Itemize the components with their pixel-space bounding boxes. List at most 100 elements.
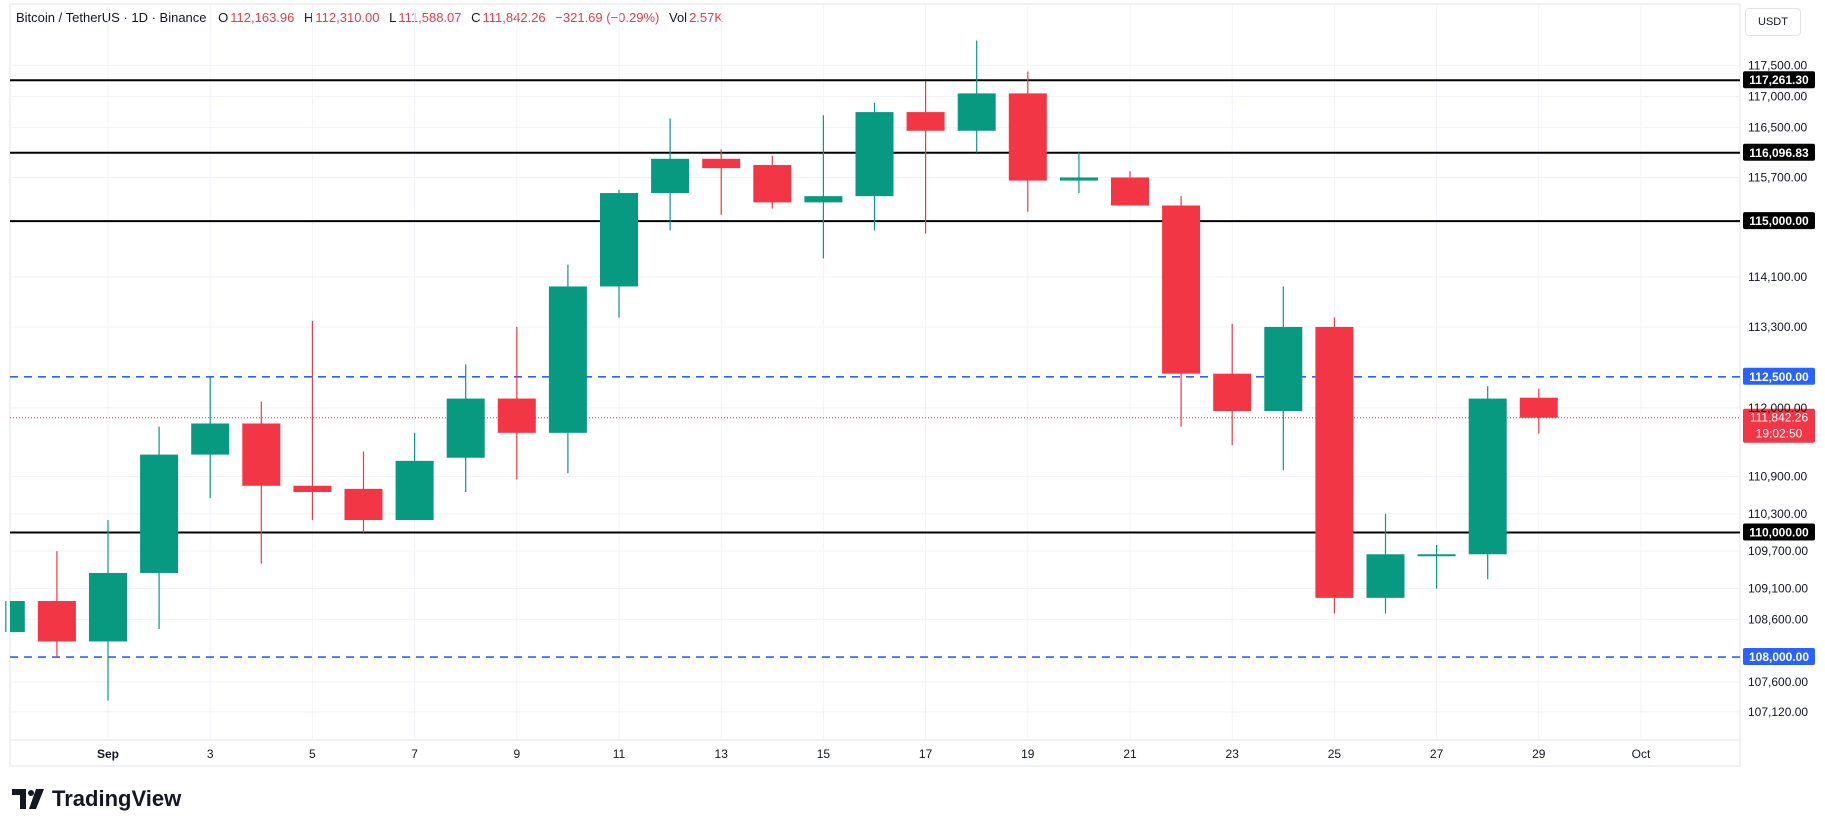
candle — [1519, 388, 1558, 434]
change-value: −321.69 (−0.29%) — [555, 10, 660, 25]
volume-value: 2.57K — [689, 10, 724, 25]
tradingview-logo[interactable]: TradingView — [12, 786, 181, 812]
candle — [1111, 171, 1149, 206]
candle — [446, 364, 485, 492]
candle — [957, 40, 996, 153]
candle-body — [293, 485, 332, 492]
price-line-label: 110,000.00 — [1749, 525, 1809, 539]
price-tick-label: 115,700.00 — [1748, 170, 1807, 184]
time-tick-label: 13 — [715, 747, 729, 761]
time-tick-label: Sep — [97, 747, 119, 761]
candle — [89, 520, 127, 701]
candle — [1008, 71, 1047, 212]
candle — [702, 149, 741, 215]
candle-body — [1519, 397, 1558, 418]
time-tick-label: 21 — [1123, 747, 1137, 761]
price-tick-label: 107,120.00 — [1748, 705, 1808, 719]
candle — [191, 376, 230, 499]
price-line-label: 115,000.00 — [1749, 214, 1809, 228]
time-tick-label: 7 — [411, 747, 418, 761]
candle — [906, 80, 945, 234]
volume-label: Vol — [668, 10, 688, 25]
price-line-label: 112,500.00 — [1749, 370, 1809, 384]
candle-body — [395, 460, 434, 521]
candle-body — [1111, 177, 1149, 206]
candle-body — [804, 196, 843, 203]
candle-body — [548, 286, 587, 433]
candle — [753, 155, 792, 209]
candle-body — [37, 600, 76, 642]
candle — [1417, 544, 1456, 589]
symbol-title[interactable]: Bitcoin / TetherUS · 1D · Binance — [16, 10, 207, 25]
candle-body — [10, 600, 25, 633]
candle — [5, 600, 25, 633]
close-value: 111,842.26 — [482, 10, 546, 25]
candle-body — [446, 398, 485, 458]
price-tick-label: 110,300.00 — [1748, 507, 1807, 521]
candle-body — [957, 93, 996, 131]
time-tick-label: 9 — [513, 747, 520, 761]
candle-body — [1264, 326, 1303, 412]
candle — [855, 102, 894, 231]
candle — [140, 426, 179, 630]
candle-body — [702, 158, 741, 169]
candle-body — [600, 193, 638, 287]
time-tick-label: 23 — [1226, 747, 1240, 761]
price-tick-label: 112,000.00 — [1748, 401, 1807, 415]
candle-body — [89, 572, 127, 642]
close-label: C — [471, 10, 481, 25]
candle — [804, 115, 843, 259]
open-label: O — [218, 10, 229, 25]
time-tick-label: 11 — [613, 747, 626, 761]
price-line-label-bg — [1743, 71, 1815, 89]
price-line-label-bg — [1743, 523, 1815, 541]
chart-legend: Bitcoin / TetherUS · 1D · Binance O 112,1… — [16, 10, 729, 25]
axes: Sep 3 5 7 9 11 13 15 17 19 21 23 25 27 29 Oct 117,500.00… — [97, 58, 1808, 761]
candle-body — [1008, 93, 1047, 181]
currency-selector[interactable]: USDT — [1745, 8, 1801, 36]
time-tick-label: 19 — [1021, 747, 1035, 761]
candle — [1315, 317, 1354, 614]
price-line-label-bg — [1743, 143, 1815, 161]
candle-body — [651, 158, 690, 194]
last-price-label: 111,842.26 — [1750, 411, 1809, 425]
time-tick-label: 3 — [207, 747, 214, 761]
candle-body — [906, 112, 945, 131]
candle-body — [344, 488, 383, 521]
time-tick-label: 25 — [1328, 747, 1342, 761]
price-line-label-bg — [1743, 367, 1815, 385]
candle — [1213, 323, 1252, 446]
brand-name: TradingView — [52, 786, 182, 811]
candle — [1059, 152, 1098, 194]
price-tick-label: 116,500.00 — [1748, 121, 1807, 135]
price-line-label-bg — [1743, 212, 1815, 230]
candle-body — [1315, 326, 1354, 598]
candle — [1162, 196, 1201, 427]
last-price-tag-bg — [1743, 408, 1815, 443]
price-tick-label: 109,700.00 — [1748, 544, 1808, 558]
candle-body — [497, 398, 536, 433]
price-tick-label: 117,500.00 — [1748, 58, 1807, 72]
candles — [5, 40, 1558, 701]
price-line-label: 108,000.00 — [1749, 650, 1809, 664]
candle — [1264, 286, 1303, 471]
time-tick-label: 27 — [1430, 747, 1444, 761]
candle — [344, 451, 383, 533]
candle — [37, 551, 76, 658]
candle-body — [753, 165, 792, 203]
candle — [293, 320, 332, 521]
price-line-label: 117,261.30 — [1749, 73, 1809, 87]
price-tick-label: 107,600.00 — [1748, 675, 1808, 689]
candle-body — [242, 423, 281, 486]
price-tick-label: 108,600.00 — [1748, 613, 1808, 627]
low-label: L — [389, 10, 397, 25]
tradingview-logo-icon — [12, 789, 44, 809]
horizontal-lines[interactable]: 117,261.30 116,096.83 115,000.00 110,000.00… — [10, 71, 1815, 666]
candle — [600, 189, 638, 318]
candle — [1366, 513, 1405, 614]
time-tick-label: Oct — [1632, 747, 1651, 761]
time-tick-label: 15 — [817, 747, 831, 761]
time-tick-label: 17 — [919, 747, 933, 761]
price-tick-label: 109,100.00 — [1748, 582, 1808, 596]
